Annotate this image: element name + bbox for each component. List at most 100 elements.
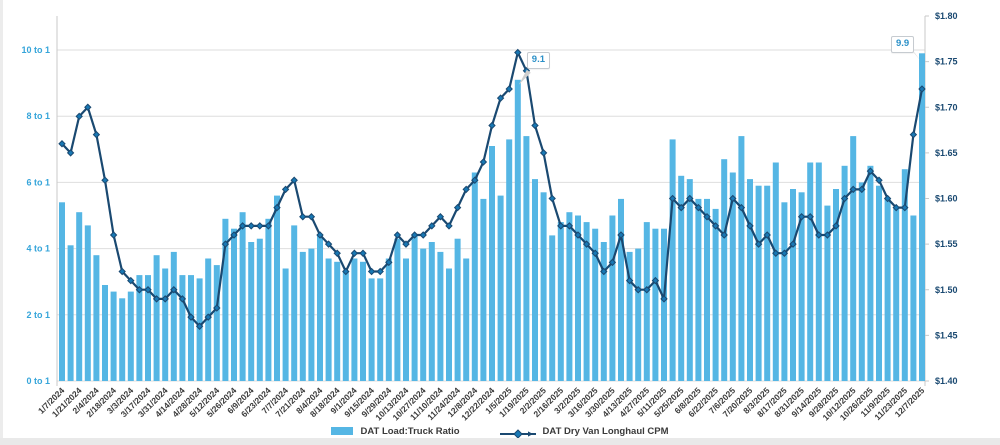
ratio-bar xyxy=(919,53,925,382)
ratio-bar xyxy=(729,172,736,381)
cpm-marker xyxy=(247,222,255,230)
legend-item-load-truck-ratio: DAT Load:Truck Ratio xyxy=(331,426,460,437)
ratio-bar xyxy=(59,202,65,381)
ratio-bar xyxy=(153,255,160,381)
ratio-bar xyxy=(678,175,685,381)
ratio-bar xyxy=(824,205,831,381)
ratio-bar xyxy=(575,215,581,381)
cpm-marker xyxy=(883,194,892,203)
cpm-marker xyxy=(892,203,900,212)
ratio-bar xyxy=(738,136,745,381)
cpm-marker xyxy=(582,240,591,248)
legend-item-dry-van-cpm: DAT Dry Van Longhaul CPM xyxy=(499,426,669,439)
cpm-marker xyxy=(402,240,410,248)
cpm-marker xyxy=(281,185,290,194)
ratio-bar xyxy=(188,275,194,381)
cpm-marker xyxy=(453,203,462,212)
line-series-swatch-icon xyxy=(499,426,536,439)
cpm-marker xyxy=(591,249,599,257)
ratio-bar xyxy=(299,251,306,381)
ratio-bar xyxy=(815,162,822,381)
ratio-bar xyxy=(437,251,444,381)
right-axis-label: $1.80 xyxy=(935,11,958,21)
ratio-bar xyxy=(712,208,719,381)
cpm-marker xyxy=(772,249,780,257)
cpm-marker xyxy=(720,231,728,239)
ratio-bar xyxy=(102,285,108,381)
cpm-marker xyxy=(419,231,427,239)
cpm-marker xyxy=(471,176,479,184)
ratio-bar xyxy=(119,298,126,382)
ratio-bar xyxy=(781,202,788,381)
cpm-marker xyxy=(677,203,685,212)
cpm-marker xyxy=(75,112,83,121)
cpm-marker xyxy=(170,286,178,294)
ratio-bar xyxy=(747,179,753,381)
cpm-marker xyxy=(230,231,238,239)
cpm-marker xyxy=(393,231,402,239)
cpm-marker xyxy=(187,313,195,321)
right-axis-label: $1.70 xyxy=(935,102,958,112)
ratio-bar xyxy=(377,278,384,381)
ratio-bar xyxy=(179,275,186,381)
right-axis-label: $1.65 xyxy=(935,148,958,158)
cpm-marker xyxy=(84,103,92,111)
cpm-marker xyxy=(101,176,109,184)
left-axis-label: 2 to 1 xyxy=(26,310,50,320)
ratio-bar xyxy=(411,235,418,381)
ratio-bar xyxy=(626,251,633,381)
ratio-bar xyxy=(867,165,874,381)
ratio-bar xyxy=(446,268,452,381)
ratio-bar xyxy=(420,248,427,381)
ratio-bar xyxy=(695,198,702,381)
ratio-bar xyxy=(841,165,848,381)
cpm-marker xyxy=(806,213,814,221)
ratio-bar xyxy=(239,212,246,381)
right-axis-label: $1.40 xyxy=(935,376,958,386)
ratio-bar xyxy=(454,238,461,381)
cpm-marker xyxy=(866,167,875,175)
ratio-bar xyxy=(850,136,857,381)
cpm-marker xyxy=(152,295,161,303)
cpm-marker xyxy=(686,194,694,203)
cpm-marker xyxy=(109,231,118,239)
cpm-marker xyxy=(92,130,101,139)
ratio-bar xyxy=(858,182,865,381)
ratio-bar xyxy=(471,172,478,381)
cpm-marker xyxy=(574,231,582,239)
cpm-marker xyxy=(238,222,247,230)
cpm-marker xyxy=(539,149,548,157)
ratio-bar xyxy=(893,208,900,381)
ratio-bar xyxy=(661,228,667,381)
cpm-marker xyxy=(333,249,341,257)
ratio-bar xyxy=(876,185,882,381)
right-axis-label: $1.45 xyxy=(935,330,958,340)
ratio-bar xyxy=(910,215,917,381)
cpm-marker xyxy=(161,295,169,303)
cpm-marker xyxy=(703,213,711,221)
ratio-bar xyxy=(721,159,728,381)
cpm-marker xyxy=(256,222,264,230)
cpm-marker xyxy=(290,176,298,184)
ratio-bar xyxy=(291,225,298,381)
cpm-marker xyxy=(858,185,866,194)
ratio-bar xyxy=(755,185,762,381)
cpm-marker xyxy=(316,231,324,239)
cpm-marker xyxy=(221,240,230,248)
cpm-marker xyxy=(754,240,763,248)
ratio-bar xyxy=(282,268,289,381)
cpm-marker xyxy=(651,276,660,285)
ratio-bar xyxy=(222,218,229,381)
cpm-marker xyxy=(600,267,608,276)
ratio-bar xyxy=(385,258,392,381)
bar-series-swatch-icon xyxy=(331,427,354,435)
cpm-marker xyxy=(668,194,677,203)
ratio-bar xyxy=(110,291,117,381)
cpm-marker xyxy=(840,194,849,203)
callout-leader xyxy=(912,50,920,61)
ratio-bar xyxy=(532,179,538,381)
cpm-marker xyxy=(789,240,797,248)
right-axis-label: $1.75 xyxy=(935,57,958,67)
